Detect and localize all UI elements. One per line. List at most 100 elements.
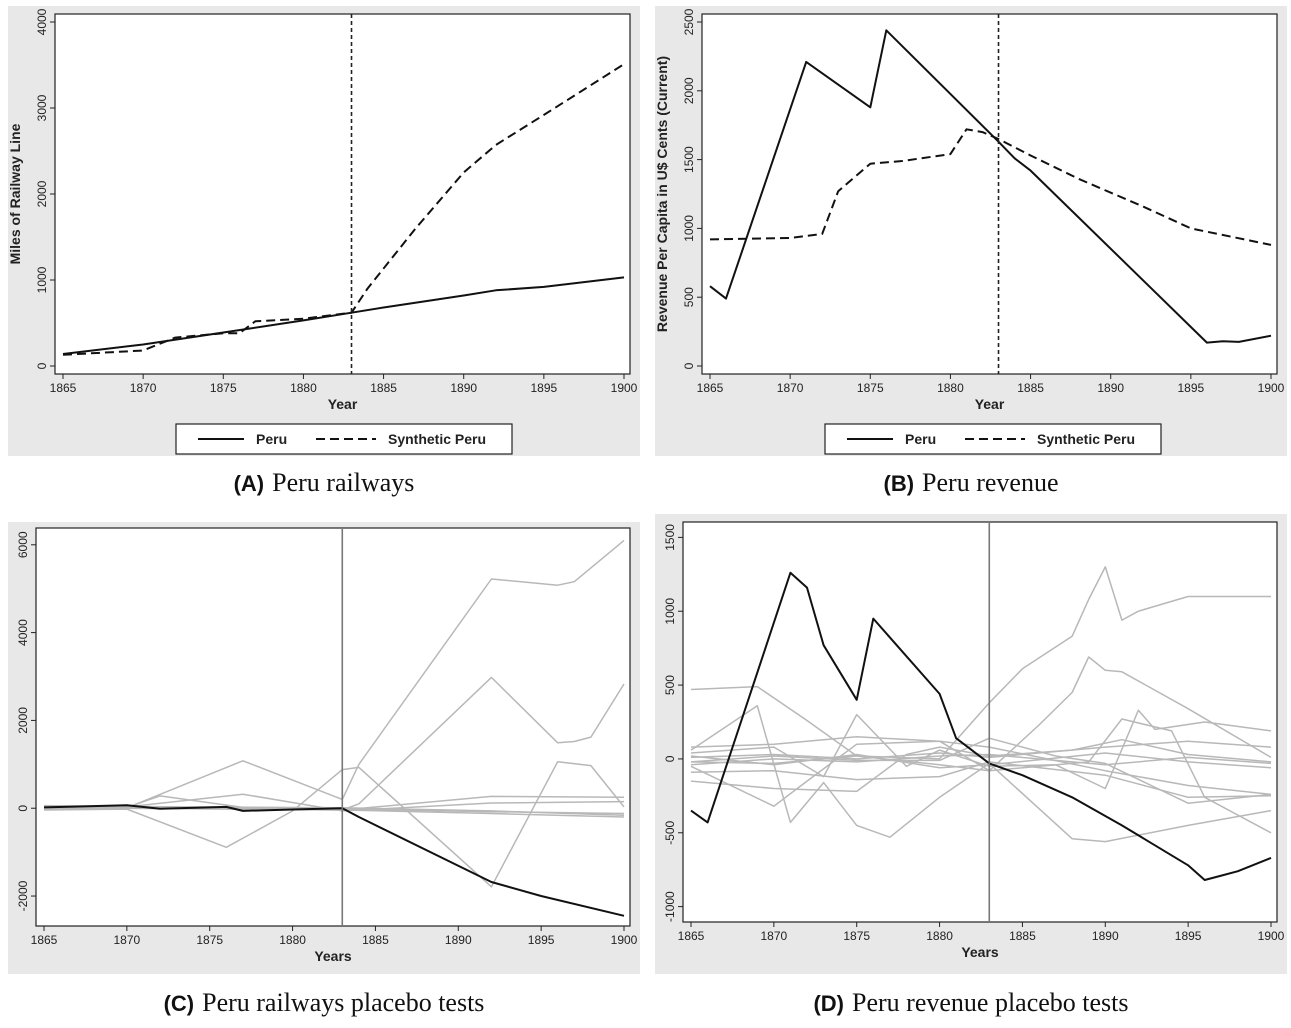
panel-b: 0 500 1000 1500 2000 2500 1865 1870 1875 1880 1885… — [655, 6, 1287, 456]
y-tick-label: 0 — [35, 362, 49, 369]
chart-a-svg: 0 1000 2000 3000 4000 1865 1870 1875 1880 1885 189… — [8, 6, 640, 456]
y-tick-label: 1000 — [663, 598, 677, 625]
synthetic-peru-series-line — [62, 63, 625, 356]
y-tick-label: 4000 — [35, 8, 49, 35]
y-tick-label: 500 — [663, 675, 677, 695]
peru-series-line — [709, 29, 1272, 344]
placebo-series-line — [690, 705, 1272, 843]
x-tick-label: 1870 — [130, 381, 157, 395]
x-tick-label: 1885 — [370, 381, 397, 395]
x-tick-label: 1870 — [777, 381, 804, 395]
legend-synthetic-label: Synthetic Peru — [1037, 431, 1135, 447]
chart-c-svg: -2000 0 2000 4000 6000 1865 1870 1875 1880 1885 18… — [8, 522, 640, 974]
y-tick-label: -2000 — [16, 880, 30, 911]
x-tick-label: 1880 — [937, 381, 964, 395]
legend-peru-label: Peru — [905, 431, 936, 447]
x-tick-label: 1865 — [678, 929, 705, 943]
y-tick-label: 1500 — [663, 524, 677, 551]
x-tick-label: 1875 — [210, 381, 237, 395]
x-tick-label: 1865 — [31, 933, 58, 947]
y-tick-label: 2000 — [682, 77, 696, 104]
x-tick-label: 1880 — [290, 381, 317, 395]
y-axis-title: Miles of Railway Line — [8, 123, 23, 264]
caption-d: (D) Peru revenue placebo tests — [655, 988, 1287, 1018]
x-axis-title: Years — [314, 948, 352, 964]
x-tick-label: 1875 — [857, 381, 884, 395]
caption-d-text: Peru revenue placebo tests — [852, 988, 1129, 1017]
panel-c: -2000 0 2000 4000 6000 1865 1870 1875 1880 1885 18… — [8, 522, 640, 974]
x-tick-label: 1890 — [1097, 381, 1124, 395]
placebo-series-line — [690, 656, 1272, 772]
caption-c: (C) Peru railways placebo tests — [8, 988, 640, 1018]
x-axis-title: Year — [975, 396, 1005, 412]
caption-b: (B) Peru revenue — [655, 468, 1287, 498]
x-tick-label: 1895 — [1175, 929, 1202, 943]
x-tick-label: 1895 — [531, 381, 558, 395]
x-tick-label: 1900 — [611, 381, 638, 395]
y-tick-label: 1000 — [35, 266, 49, 293]
x-axis-title: Years — [961, 944, 999, 960]
x-tick-label: 1885 — [1009, 929, 1036, 943]
caption-d-tag: (D) — [813, 991, 845, 1016]
y-axis-title: Revenue Per Capita in U$ Cents (Current) — [655, 56, 670, 332]
y-tick-label: -1000 — [663, 891, 677, 922]
x-tick-label: 1870 — [114, 933, 141, 947]
x-tick-label: 1900 — [611, 933, 638, 947]
x-tick-label: 1900 — [1258, 929, 1285, 943]
x-tick-label: 1875 — [196, 933, 223, 947]
placebo-series-line — [690, 738, 1272, 793]
placebo-series-line — [690, 752, 1272, 769]
placebo-series-line — [690, 740, 1272, 760]
x-tick-label: 1880 — [926, 929, 953, 943]
y-tick-label: -500 — [663, 820, 677, 844]
x-tick-label: 1865 — [697, 381, 724, 395]
caption-b-text: Peru revenue — [922, 468, 1059, 497]
x-tick-label: 1865 — [50, 381, 77, 395]
caption-a: (A) Peru railways — [8, 468, 640, 498]
caption-c-text: Peru railways placebo tests — [202, 988, 485, 1017]
x-tick-label: 1900 — [1258, 381, 1285, 395]
x-tick-label: 1875 — [843, 929, 870, 943]
peru-series-line — [690, 571, 1272, 881]
chart-a-plot-area — [54, 13, 631, 375]
peru-series-line — [62, 276, 625, 355]
x-tick-label: 1890 — [450, 381, 477, 395]
caption-a-text: Peru railways — [272, 468, 415, 497]
panel-a: 0 1000 2000 3000 4000 1865 1870 1875 1880 1885 189… — [8, 6, 640, 456]
y-tick-label: 0 — [682, 362, 696, 369]
y-tick-label: 4000 — [16, 619, 30, 646]
x-tick-label: 1895 — [1178, 381, 1205, 395]
y-tick-label: 6000 — [16, 531, 30, 558]
y-tick-label: 3000 — [35, 94, 49, 121]
legend-synthetic-label: Synthetic Peru — [388, 431, 486, 447]
y-tick-label: 0 — [663, 755, 677, 762]
y-tick-label: 2500 — [682, 8, 696, 35]
caption-c-tag: (C) — [163, 991, 195, 1016]
panel-d: -1000 -500 0 500 1000 1500 1865 1870 1875 1880 188… — [655, 514, 1287, 974]
chart-d-svg: -1000 -500 0 500 1000 1500 1865 1870 1875 1880 188… — [655, 514, 1287, 974]
y-tick-label: 1500 — [682, 146, 696, 173]
chart-c-plot-area — [35, 527, 631, 927]
legend-peru-label: Peru — [256, 431, 287, 447]
x-tick-label: 1895 — [528, 933, 555, 947]
x-tick-label: 1890 — [1092, 929, 1119, 943]
y-tick-label: 0 — [16, 805, 30, 812]
chart-d-plot-area — [682, 521, 1278, 923]
caption-a-tag: (A) — [233, 471, 265, 496]
y-tick-label: 1000 — [682, 215, 696, 242]
x-axis-title: Year — [328, 396, 358, 412]
x-tick-label: 1885 — [1017, 381, 1044, 395]
peru-series-line — [43, 804, 625, 917]
y-tick-label: 2000 — [35, 180, 49, 207]
x-tick-label: 1890 — [445, 933, 472, 947]
x-tick-label: 1880 — [279, 933, 306, 947]
x-tick-label: 1885 — [362, 933, 389, 947]
chart-b-svg: 0 500 1000 1500 2000 2500 1865 1870 1875 1880 1885… — [655, 6, 1287, 456]
placebo-series-line — [690, 566, 1271, 760]
y-tick-label: 500 — [682, 287, 696, 307]
chart-b-plot-area — [701, 13, 1278, 375]
placebo-series-line — [43, 539, 625, 810]
placebo-series-line — [690, 761, 1272, 799]
placebo-series-line — [43, 760, 625, 888]
caption-b-tag: (B) — [883, 471, 915, 496]
